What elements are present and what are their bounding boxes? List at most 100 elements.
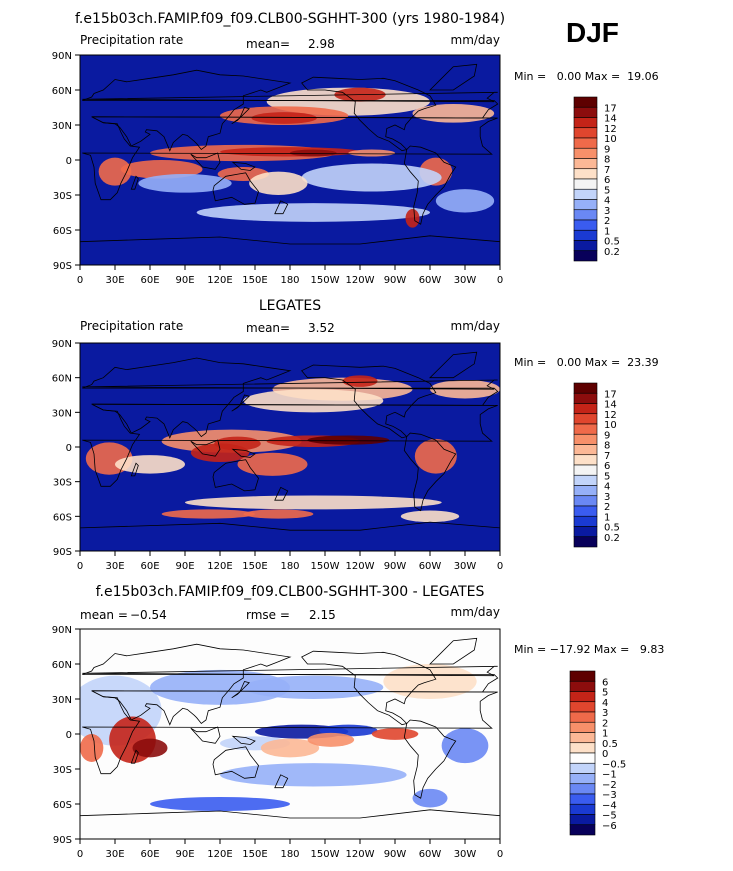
colorbar-label: 14	[604, 114, 617, 125]
coastline	[274, 486, 289, 501]
colorbar-swatch	[569, 670, 596, 682]
coastline	[212, 746, 259, 779]
colorbar-label: 12	[604, 124, 617, 135]
field-contour	[196, 203, 430, 222]
lon-tick-label: 120W	[346, 849, 375, 860]
colorbar-label: 0.5	[602, 739, 618, 750]
colorbar-label: 4	[602, 698, 608, 709]
lon-tick-label: 90E	[175, 275, 194, 286]
colorbar-label: 0.2	[604, 247, 620, 258]
field-fill	[80, 629, 500, 839]
field-contour	[383, 664, 477, 699]
mean-value: 3.52	[308, 321, 335, 335]
colorbar-swatch	[573, 403, 598, 415]
coastline	[212, 459, 259, 492]
lon-tick-label: 150E	[242, 561, 267, 572]
map-plot: 90N 60N 30N 0 30S 60S 90S 0 30E 60E 90E 120E 150E 180…	[52, 339, 503, 572]
colorbar-swatch	[569, 680, 596, 692]
colorbar-swatch	[569, 814, 596, 826]
lat-tick-label: 90N	[52, 625, 72, 636]
colorbar-swatch	[569, 742, 596, 754]
colorbar-label: 8	[604, 441, 610, 452]
lon-tick-label: 60E	[140, 275, 159, 286]
lon-tick-label: 180	[280, 849, 299, 860]
colorbar-label: 3	[602, 708, 608, 719]
colorbar-label: 2	[604, 216, 610, 227]
field-label: Precipitation rate	[80, 319, 183, 333]
lat-tick-label: 90S	[53, 547, 72, 558]
min-max-text: Min = 0.00 Max = 23.39	[514, 356, 659, 369]
field-contour	[307, 732, 355, 747]
lon-tick-label: 30W	[454, 275, 477, 286]
lat-tick-label: 30N	[52, 695, 72, 706]
colorbar-swatch	[569, 711, 596, 723]
colorbar-swatch	[573, 382, 598, 394]
coastline	[82, 643, 499, 726]
colorbar-swatch	[573, 117, 598, 129]
field-contour	[138, 174, 232, 193]
colorbar-label: 3	[604, 492, 610, 503]
field-contour	[220, 147, 360, 157]
colorbar-swatch	[573, 485, 598, 497]
colorbar-swatch	[573, 158, 598, 170]
coastline	[231, 394, 250, 412]
field-contour	[150, 669, 290, 705]
colorbar-label: 8	[604, 155, 610, 166]
colorbar-swatch	[573, 127, 598, 139]
colorbar-swatch	[573, 505, 598, 517]
coastline	[231, 107, 250, 125]
coastline	[301, 76, 437, 152]
lat-tick-label: 90N	[52, 339, 72, 350]
units-label: mm/day	[451, 33, 501, 47]
lon-tick-label: 30E	[105, 275, 124, 286]
rmse-value: 2.15	[309, 608, 336, 622]
rmse-label: rmse =	[246, 608, 290, 622]
lon-tick-label: 0	[497, 275, 503, 286]
coastline	[82, 91, 498, 103]
season-label: DJF	[566, 17, 619, 48]
coastline	[429, 637, 478, 665]
colorbar-swatch	[569, 752, 596, 764]
lon-tick-label: 120E	[207, 275, 232, 286]
field-contour	[251, 112, 317, 124]
lat-tick-label: 30S	[53, 765, 72, 776]
lon-tick-label: 150W	[311, 275, 340, 286]
lat-tick-label: 90N	[52, 51, 72, 62]
lat-tick-label: 30N	[52, 121, 72, 132]
colorbar-swatch	[573, 474, 598, 486]
lon-tick-label: 150E	[242, 275, 267, 286]
colorbar-swatch	[569, 691, 596, 703]
lon-tick-label: 60E	[140, 849, 159, 860]
colorbar-label: 4	[604, 196, 610, 207]
colorbar-swatch	[573, 495, 598, 507]
colorbar-swatch	[569, 762, 596, 774]
colorbar-swatch	[573, 454, 598, 466]
lat-tick-label: 30S	[53, 191, 72, 202]
lon-tick-label: 60W	[419, 561, 442, 572]
field-contour	[260, 738, 320, 758]
lon-tick-label: 30E	[105, 849, 124, 860]
coastline	[274, 200, 289, 215]
colorbar-swatch	[573, 413, 598, 425]
field-contour	[307, 435, 390, 445]
field-contour	[243, 389, 384, 413]
field-contour	[371, 728, 419, 740]
map-plot: 90N 60N 30N 0 30S 60S 90S 0 30E 60E 90E 120E 150E 180…	[52, 51, 503, 286]
field-contour	[414, 438, 457, 474]
lon-tick-label: 180	[280, 275, 299, 286]
colorbar-swatch	[573, 250, 598, 262]
coastline	[231, 735, 256, 745]
colorbar-label: −3	[602, 790, 617, 801]
lon-tick-label: 60W	[419, 849, 442, 860]
colorbar-label: 14	[604, 400, 617, 411]
colorbar-label: 1	[604, 226, 610, 237]
coastline	[82, 403, 498, 487]
lat-tick-label: 60S	[53, 512, 72, 523]
coastlines	[80, 63, 500, 265]
lat-tick-label: 60N	[52, 86, 72, 97]
coastline	[190, 726, 221, 744]
lat-tick-label: 0	[66, 730, 72, 741]
panel-difference: f.e15b03ch.FAMIP.f09_f09.CLB00-SGHHT-300…	[52, 584, 665, 860]
